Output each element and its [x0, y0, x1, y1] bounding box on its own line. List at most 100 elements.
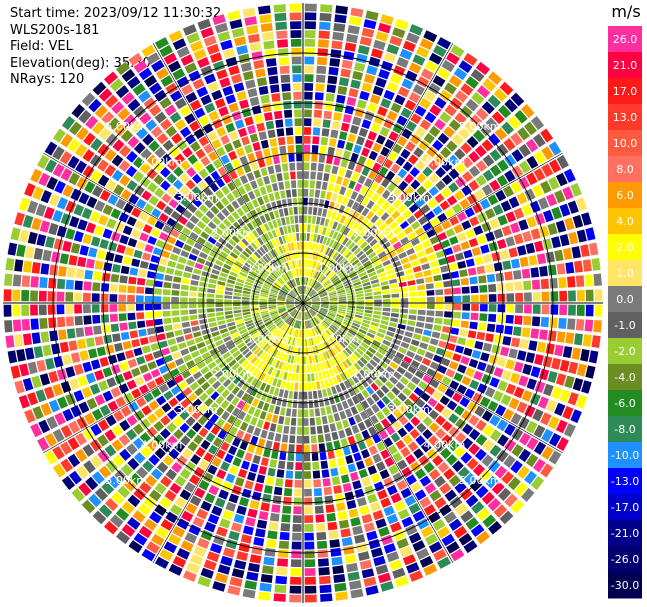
- velocity-cell: [7, 242, 18, 256]
- velocity-cell: [222, 48, 236, 59]
- velocity-cell: [173, 192, 184, 202]
- velocity-cell: [491, 251, 501, 262]
- velocity-cell: [424, 276, 433, 283]
- velocity-cell: [127, 457, 140, 470]
- velocity-cell: [278, 246, 284, 254]
- velocity-cell: [121, 91, 135, 105]
- velocity-cell: [311, 215, 317, 224]
- velocity-cell: [174, 119, 187, 131]
- velocity-cell: [132, 437, 145, 450]
- velocity-cell: [144, 295, 153, 303]
- velocity-cell: [300, 241, 303, 250]
- velocity-cell: [79, 245, 89, 256]
- velocity-cell: [309, 309, 315, 316]
- velocity-cell: [295, 453, 303, 462]
- velocity-cell: [303, 303, 312, 306]
- velocity-cell: [204, 492, 216, 504]
- velocity-cell: [361, 119, 372, 129]
- velocity-cell: [311, 328, 316, 336]
- velocity-cell: [153, 288, 162, 295]
- velocity-cell: [304, 286, 307, 294]
- velocity-cell: [136, 127, 149, 140]
- velocity-cell: [249, 96, 260, 107]
- velocity-cell: [191, 247, 200, 256]
- velocity-cell: [284, 244, 289, 252]
- velocity-cell: [521, 204, 533, 216]
- velocity-cell: [488, 460, 501, 473]
- velocity-cell: [236, 90, 247, 101]
- velocity-cell: [319, 264, 325, 272]
- velocity-cell: [435, 415, 446, 426]
- velocity-cell: [147, 182, 158, 193]
- velocity-cell: [370, 122, 381, 133]
- azimuth-line: [152, 43, 304, 304]
- velocity-cell: [101, 272, 111, 282]
- velocity-cell: [296, 320, 300, 329]
- velocity-cell: [115, 85, 130, 99]
- velocity-cell: [314, 372, 319, 381]
- velocity-cell: [383, 89, 395, 101]
- velocity-cell: [274, 282, 281, 289]
- velocity-cell: [42, 344, 52, 357]
- velocity-cell: [489, 444, 502, 457]
- velocity-cell: [74, 292, 82, 302]
- velocity-cell: [218, 374, 228, 384]
- velocity-cell: [355, 311, 364, 316]
- velocity-cell: [33, 247, 44, 260]
- velocity-cell: [145, 279, 155, 287]
- velocity-cell: [392, 452, 403, 463]
- velocity-cell: [282, 325, 289, 332]
- velocity-cell: [221, 185, 230, 195]
- velocity-cell: [262, 343, 270, 351]
- velocity-cell: [540, 128, 554, 143]
- velocity-cell: [327, 349, 334, 358]
- velocity-cell: [328, 229, 335, 238]
- velocity-cell: [372, 142, 382, 153]
- velocity-cell: [285, 301, 294, 303]
- velocity-cell: [412, 510, 425, 522]
- velocity-cell: [479, 469, 492, 483]
- velocity-cell: [397, 392, 407, 402]
- velocity-cell: [366, 530, 378, 541]
- velocity-cell: [260, 292, 269, 296]
- velocity-cell: [280, 380, 286, 389]
- velocity-cell: [150, 468, 163, 480]
- velocity-cell: [10, 365, 21, 379]
- velocity-cell: [317, 163, 325, 172]
- velocity-cell: [327, 182, 335, 192]
- velocity-cell: [220, 399, 230, 410]
- velocity-cell: [184, 113, 196, 125]
- velocity-cell: [354, 534, 366, 544]
- velocity-cell: [471, 91, 485, 105]
- velocity-cell: [510, 412, 522, 425]
- velocity-cell: [420, 204, 431, 214]
- velocity-cell: [337, 329, 346, 336]
- velocity-cell: [241, 297, 250, 300]
- velocity-cell: [295, 320, 299, 328]
- velocity-cell: [459, 198, 470, 210]
- velocity-cell: [185, 416, 196, 427]
- velocity-cell: [350, 7, 364, 18]
- velocity-cell: [215, 178, 226, 188]
- velocity-cell: [284, 325, 290, 333]
- velocity-cell: [232, 457, 242, 467]
- velocity-cell: [445, 228, 456, 238]
- velocity-cell: [554, 190, 566, 204]
- velocity-cell: [372, 85, 384, 96]
- velocity-cell: [74, 304, 82, 314]
- velocity-cell: [378, 526, 390, 537]
- velocity-cell: [314, 345, 319, 354]
- velocity-cell: [443, 350, 454, 359]
- velocity-cell: [454, 112, 467, 125]
- velocity-cell: [321, 343, 327, 351]
- velocity-cell: [338, 301, 347, 303]
- velocity-cell: [180, 297, 188, 303]
- velocity-cell: [373, 39, 386, 51]
- velocity-cell: [532, 133, 546, 148]
- velocity-cell: [286, 297, 294, 301]
- velocity-cell: [231, 235, 240, 244]
- velocity-cell: [388, 131, 399, 142]
- velocity-cell: [424, 246, 434, 255]
- velocity-cell: [334, 281, 342, 287]
- velocity-cell: [168, 60, 182, 73]
